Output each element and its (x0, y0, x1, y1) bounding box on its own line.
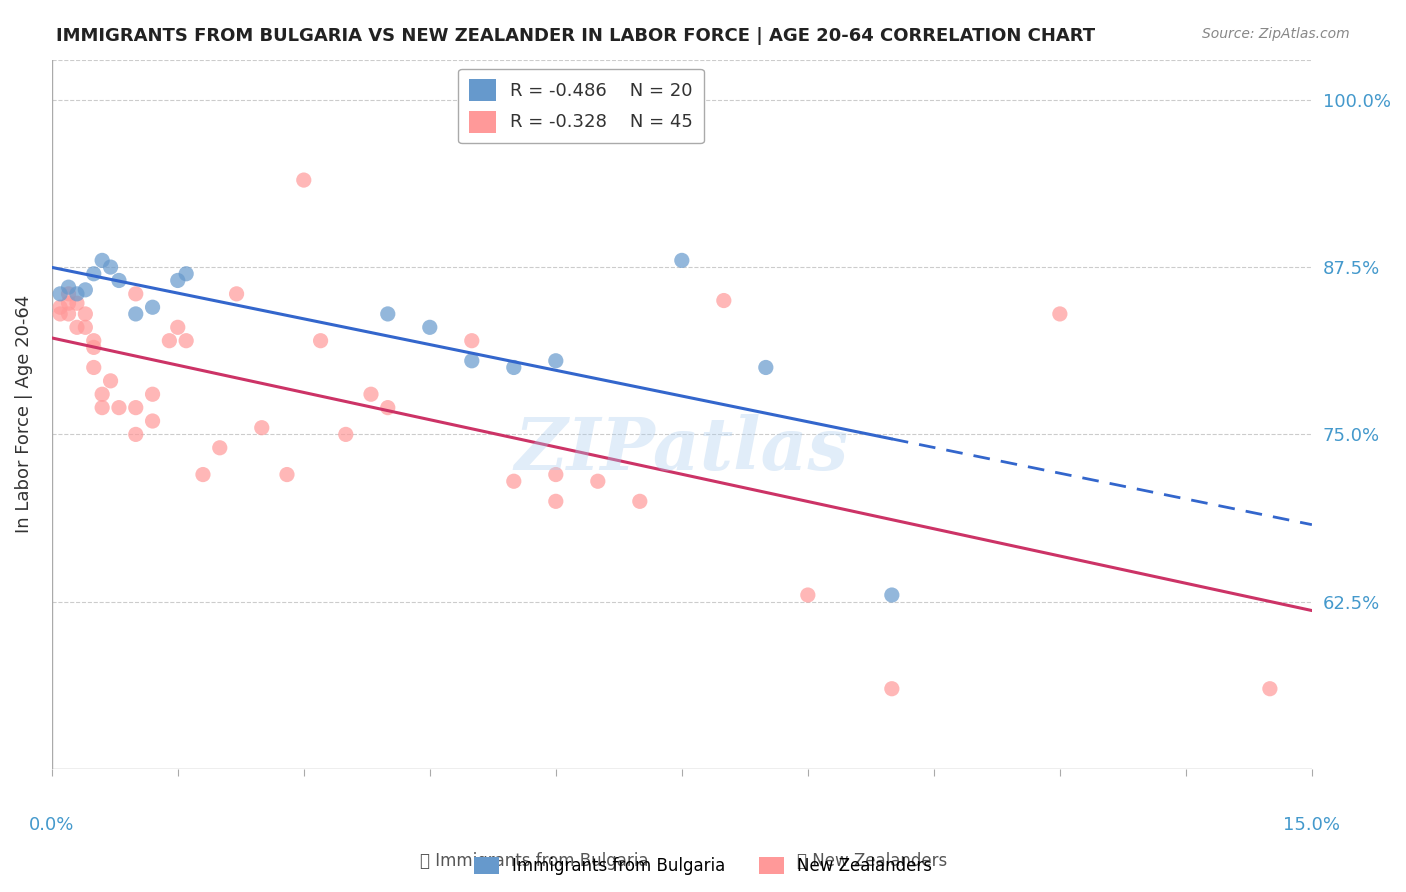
Text: ZIPatlas: ZIPatlas (515, 414, 849, 485)
Point (502, 360, 524, 375)
Point (276, 467, 298, 482)
Point (502, 475, 524, 489)
Point (713, 293, 735, 308)
Point (66, 320, 89, 334)
Point (142, 414, 165, 428)
Text: Source: ZipAtlas.com: Source: ZipAtlas.com (1202, 27, 1350, 41)
Text: IMMIGRANTS FROM BULGARIA VS NEW ZEALANDER IN LABOR FORCE | AGE 20-64 CORRELATION: IMMIGRANTS FROM BULGARIA VS NEW ZEALANDE… (56, 27, 1095, 45)
Point (91, 253, 114, 268)
Point (191, 467, 214, 482)
Point (58, 307, 80, 321)
Point (83, 360, 105, 375)
Point (75, 307, 97, 321)
Point (125, 401, 148, 415)
Point (125, 286, 148, 301)
Point (49, 307, 72, 321)
Point (75, 320, 97, 334)
Point (83, 267, 105, 281)
Point (628, 494, 651, 508)
Point (108, 401, 131, 415)
Point (225, 286, 247, 301)
Point (544, 467, 567, 482)
Point (58, 296, 80, 310)
Point (166, 273, 188, 287)
Point (66, 296, 89, 310)
Point (142, 387, 165, 401)
Point (49, 300, 72, 314)
Point (309, 334, 332, 348)
Point (377, 307, 399, 321)
Point (100, 260, 122, 274)
Point (157, 334, 180, 348)
Point (83, 334, 105, 348)
Legend: Immigrants from Bulgaria, New Zealanders: Immigrants from Bulgaria, New Zealanders (465, 849, 941, 884)
Point (108, 273, 131, 287)
Point (335, 427, 357, 442)
Point (100, 374, 122, 388)
Point (671, 253, 693, 268)
Point (174, 267, 197, 281)
Point (461, 353, 484, 368)
Point (174, 334, 197, 348)
Point (360, 387, 382, 401)
Point (91, 401, 114, 415)
Point (91, 387, 114, 401)
Point (880, 681, 903, 696)
Point (1049, 307, 1071, 321)
Point (1258, 681, 1281, 696)
Point (58, 286, 80, 301)
Point (58, 280, 80, 294)
Point (377, 401, 399, 415)
Point (166, 320, 188, 334)
Point (75, 283, 97, 297)
Point (292, 173, 315, 187)
Point (586, 475, 609, 489)
Point (125, 427, 148, 442)
Point (83, 340, 105, 354)
Point (250, 420, 273, 434)
Point (208, 441, 231, 455)
Point (544, 353, 567, 368)
Y-axis label: In Labor Force | Age 20-64: In Labor Force | Age 20-64 (15, 295, 32, 533)
Point (797, 588, 820, 602)
Text: ⬜ New Zealanders: ⬜ New Zealanders (797, 852, 946, 870)
Text: ⬜ Immigrants from Bulgaria: ⬜ Immigrants from Bulgaria (420, 852, 648, 870)
Point (66, 286, 89, 301)
Point (125, 307, 148, 321)
Point (461, 334, 484, 348)
Point (142, 300, 165, 314)
Point (544, 494, 567, 508)
Legend: R = -0.486    N = 20, R = -0.328    N = 45: R = -0.486 N = 20, R = -0.328 N = 45 (458, 69, 704, 144)
Point (880, 588, 903, 602)
Point (49, 286, 72, 301)
Point (419, 320, 441, 334)
Text: 15.0%: 15.0% (1284, 816, 1340, 834)
Text: 0.0%: 0.0% (30, 816, 75, 834)
Point (755, 360, 778, 375)
